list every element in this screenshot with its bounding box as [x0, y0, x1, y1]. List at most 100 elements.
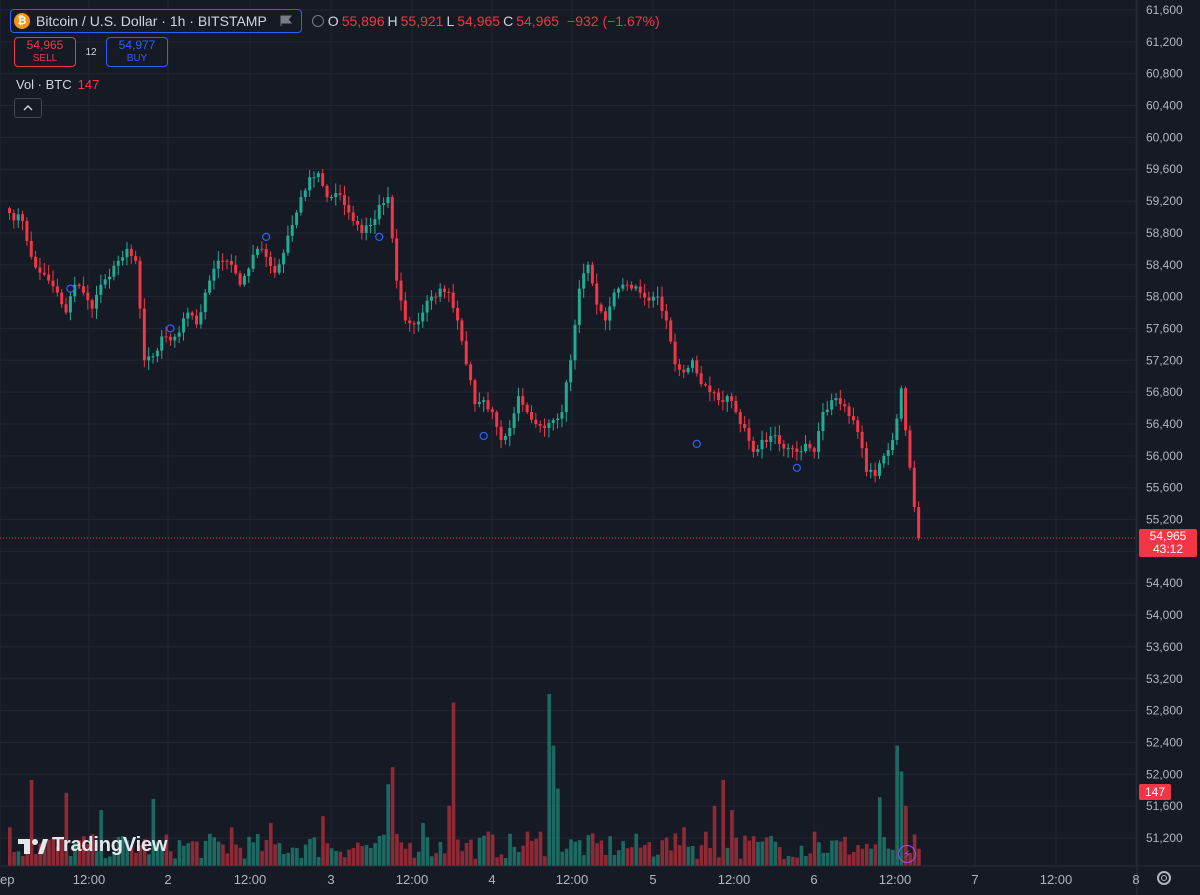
- price-tick-label: 54,000: [1146, 608, 1183, 622]
- candle-body: [638, 286, 642, 293]
- sell-button[interactable]: 54,965 SELL: [14, 37, 76, 67]
- candle-body: [464, 340, 468, 365]
- candle-body: [412, 323, 416, 325]
- event-marker[interactable]: [66, 284, 75, 293]
- event-marker[interactable]: [792, 463, 801, 472]
- candle-body: [295, 212, 299, 225]
- candle-body: [438, 288, 442, 297]
- volume-bar: [160, 844, 164, 866]
- time-axis[interactable]: ep 12:00 2 12:00 3 12:00 4 12:00 5 12:00 6 12:00 7 12…: [0, 865, 1200, 887]
- volume-bar: [338, 851, 343, 866]
- candle-body: [664, 310, 668, 321]
- volume-bar: [904, 805, 908, 866]
- event-marker[interactable]: [262, 232, 271, 242]
- volume-bar: [51, 838, 56, 866]
- volume-bar: [269, 823, 273, 866]
- volume-bar: [212, 837, 217, 866]
- price-axis[interactable]: 61,600 61,200 60,800 60,400 60,000 59,600 59,2…: [1136, 0, 1183, 895]
- volume-bar: [351, 847, 356, 866]
- tradingview-logo[interactable]: TradingView: [18, 834, 167, 857]
- candle-body: [595, 283, 599, 305]
- price-tick-label: 61,600: [1146, 3, 1183, 17]
- volume-bar: [86, 844, 90, 866]
- candle-body: [216, 260, 220, 269]
- volume-bar: [390, 767, 395, 866]
- candle-body: [334, 193, 338, 198]
- time-tick-label: ep: [0, 872, 14, 887]
- candle-body: [225, 260, 229, 262]
- gear-icon[interactable]: [1157, 871, 1171, 885]
- volume-bar: [73, 843, 77, 866]
- volume-bar: [134, 852, 138, 866]
- volume-bar: [503, 858, 508, 866]
- volume-bar: [725, 847, 730, 866]
- volume-bar: [804, 856, 808, 866]
- candle-body: [390, 197, 394, 239]
- volume-bar: [886, 848, 891, 866]
- volume-legend[interactable]: Vol · BTC 147: [16, 77, 99, 92]
- candle-body: [147, 356, 151, 361]
- candle-body: [29, 240, 33, 257]
- candle-body: [760, 439, 764, 450]
- event-marker[interactable]: [166, 324, 175, 333]
- buy-button[interactable]: 54,977 BUY: [106, 37, 168, 67]
- candle-body: [364, 225, 368, 233]
- candle-body: [399, 280, 403, 301]
- volume-bar: [647, 842, 652, 866]
- volume-bar: [221, 844, 225, 866]
- volume-legend-label: Vol · BTC: [16, 77, 72, 92]
- lightning-icon[interactable]: ⚡: [898, 845, 916, 863]
- candle-body: [843, 404, 847, 407]
- volume-bar: [8, 827, 12, 866]
- candle-body: [290, 224, 294, 236]
- volume-bar: [843, 836, 847, 866]
- candle-body: [312, 177, 316, 179]
- volume-bar: [860, 848, 865, 866]
- buy-label: BUY: [126, 53, 148, 64]
- volume-bar: [551, 745, 556, 866]
- candle-body: [882, 455, 886, 464]
- volume-bar: [821, 852, 826, 866]
- volume-bar: [751, 836, 756, 866]
- candle-body: [395, 238, 399, 281]
- event-marker[interactable]: [479, 431, 488, 441]
- candle-body: [308, 177, 312, 191]
- volume-value-tag: 147: [1139, 784, 1171, 800]
- collapse-legend-button[interactable]: [14, 98, 42, 118]
- candle-body: [634, 286, 638, 289]
- volume-bar: [369, 847, 373, 866]
- volume-bar: [68, 856, 73, 866]
- candle-body: [643, 292, 647, 298]
- volume-bar: [569, 839, 573, 866]
- low-label: L: [446, 13, 455, 29]
- volume-bar: [38, 843, 43, 866]
- event-marker[interactable]: [375, 232, 384, 242]
- candle-body: [108, 276, 112, 280]
- candle-body: [247, 268, 251, 276]
- volume-bar: [421, 823, 425, 866]
- volume-bar: [634, 833, 638, 866]
- volume-bar: [595, 843, 599, 866]
- candle-body: [734, 401, 738, 413]
- candle-body: [808, 443, 812, 449]
- market-status-icon[interactable]: [311, 15, 324, 27]
- candle-body: [68, 296, 72, 313]
- volume-bar: [456, 839, 460, 866]
- candle-body: [869, 469, 873, 472]
- volume-bar: [286, 852, 290, 866]
- volume-bar: [403, 848, 408, 866]
- symbol-selector[interactable]: ₿ Bitcoin / U.S. Dollar · 1h · BITSTAMP: [10, 9, 302, 33]
- candle-body: [538, 424, 542, 426]
- volume-bar: [564, 848, 569, 866]
- volume-bar: [386, 784, 391, 866]
- volume-bar: [325, 843, 330, 866]
- candle-body: [482, 400, 486, 402]
- flag-icon[interactable]: [279, 15, 293, 27]
- candle-body: [534, 419, 538, 424]
- volume-bar: [878, 797, 882, 866]
- open-value: 55,896: [341, 13, 385, 29]
- candle-body: [834, 398, 838, 401]
- event-marker[interactable]: [692, 439, 701, 449]
